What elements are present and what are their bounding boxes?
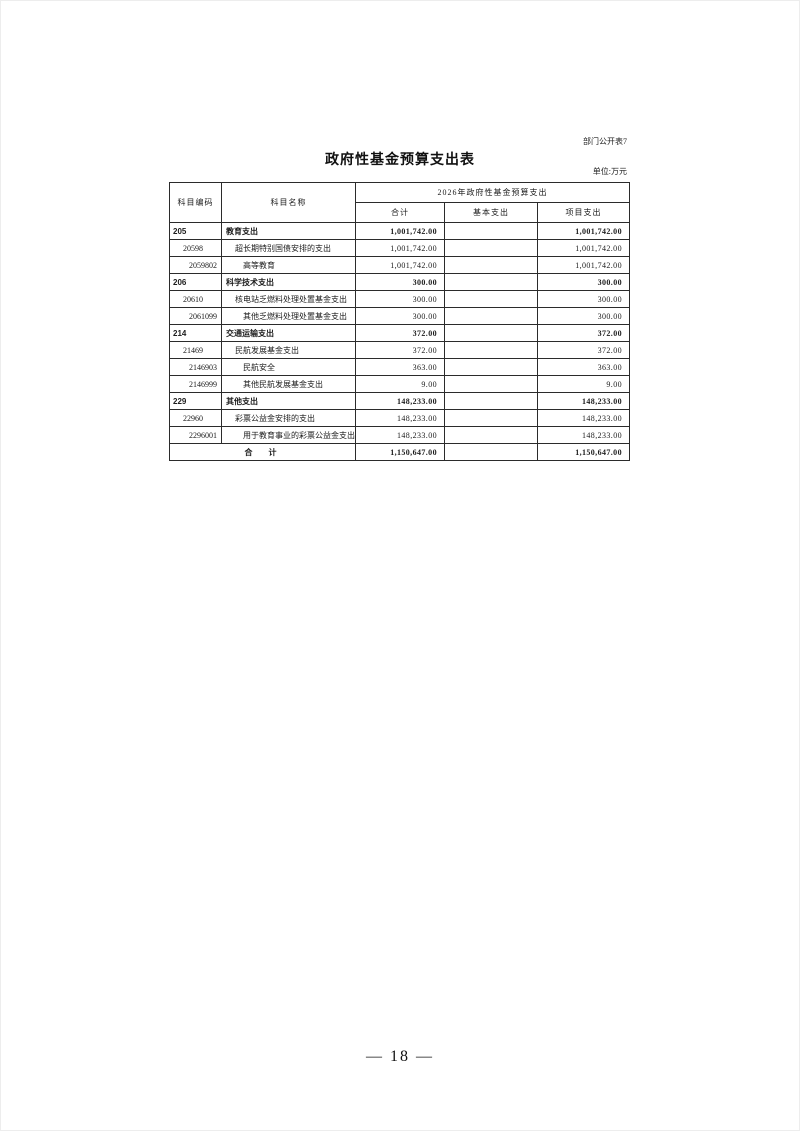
cell-subject-name: 民航安全	[221, 358, 356, 376]
cell-basic-expenditure	[444, 426, 538, 444]
cell-subject-name: 科学技术支出	[221, 273, 356, 291]
cell-subject-code: 2059802	[169, 256, 222, 274]
cell-subject-code: 2146999	[169, 375, 222, 393]
table-row: 2146903 民航安全 363.00 363.00	[169, 358, 630, 376]
cell-total: 1,001,742.00	[355, 256, 445, 274]
header-budget-group: 2026年政府性基金预算支出	[355, 182, 630, 203]
cell-subject-code: 2146903	[169, 358, 222, 376]
cell-subject-name: 民航发展基金支出	[221, 341, 356, 359]
cell-total: 300.00	[355, 290, 445, 308]
cell-subject-name: 教育支出	[221, 222, 356, 240]
cell-total: 9.00	[355, 375, 445, 393]
table-header-row-1: 科目编码 科目名称 2026年政府性基金预算支出	[169, 182, 630, 223]
budget-table: 科目编码 科目名称 2026年政府性基金预算支出 合计 基本支出 项目支出 20…	[169, 182, 630, 461]
cell-subject-code: 22960	[169, 409, 222, 427]
cell-subject-name: 高等教育	[221, 256, 356, 274]
table-row: 2296001 用于教育事业的彩票公益金支出 148,233.00 148,233.0…	[169, 426, 630, 444]
header-subject-name: 科目名称	[221, 182, 356, 223]
cell-project-expenditure: 1,001,742.00	[537, 239, 630, 257]
cell-basic-expenditure	[444, 256, 538, 274]
cell-total: 372.00	[355, 324, 445, 342]
cell-basic-expenditure	[444, 239, 538, 257]
table-row: 21469 民航发展基金支出 372.00 372.00	[169, 341, 630, 359]
header-basic-expenditure: 基本支出	[444, 202, 538, 223]
table-total-row: 合 计 1,150,647.00 1,150,647.00	[169, 443, 630, 461]
header-project-expenditure: 项目支出	[537, 202, 630, 223]
cell-basic-expenditure	[444, 341, 538, 359]
cell-subject-code: 2296001	[169, 426, 222, 444]
table-row: 2059802 高等教育 1,001,742.00 1,001,742.00	[169, 256, 630, 274]
cell-total: 148,233.00	[355, 392, 445, 410]
table-row: 20598 超长期特别国债安排的支出 1,001,742.00 1,001,742.0…	[169, 239, 630, 257]
cell-basic-expenditure	[444, 290, 538, 308]
table-row: 22960 彩票公益金安排的支出 148,233.00 148,233.00	[169, 409, 630, 427]
table-row: 206 科学技术支出 300.00 300.00	[169, 273, 630, 291]
cell-subject-code: 20610	[169, 290, 222, 308]
cell-total: 1,150,647.00	[355, 443, 445, 461]
cell-project-expenditure: 9.00	[537, 375, 630, 393]
cell-project-expenditure: 372.00	[537, 341, 630, 359]
cell-project-expenditure: 300.00	[537, 290, 630, 308]
cell-project-expenditure: 1,001,742.00	[537, 222, 630, 240]
cell-subject-name: 用于教育事业的彩票公益金支出	[221, 426, 356, 444]
table-row: 2146999 其他民航发展基金支出 9.00 9.00	[169, 375, 630, 393]
cell-subject-name: 其他支出	[221, 392, 356, 410]
cell-total: 372.00	[355, 341, 445, 359]
cell-project-expenditure: 363.00	[537, 358, 630, 376]
cell-basic-expenditure	[444, 324, 538, 342]
cell-subject-name: 超长期特别国债安排的支出	[221, 239, 356, 257]
cell-project-expenditure: 1,001,742.00	[537, 256, 630, 274]
cell-subject-code: 205	[169, 222, 222, 240]
unit-label: 单位:万元	[592, 167, 627, 176]
cell-project-expenditure: 148,233.00	[537, 409, 630, 427]
page-number: — 18 —	[366, 1048, 434, 1065]
table-row: 229 其他支出 148,233.00 148,233.00	[169, 392, 630, 410]
cell-total: 300.00	[355, 273, 445, 291]
cell-project-expenditure: 148,233.00	[537, 392, 630, 410]
cell-subject-code: 20598	[169, 239, 222, 257]
doc-sheet-label: 部门公开表7	[583, 137, 627, 146]
header-subject-code: 科目编码	[169, 182, 222, 223]
cell-total: 1,001,742.00	[355, 222, 445, 240]
cell-basic-expenditure	[444, 443, 538, 461]
table-row: 205 教育支出 1,001,742.00 1,001,742.00	[169, 222, 630, 240]
cell-subject-name: 其他乏燃料处理处置基金支出	[221, 307, 356, 325]
table-header-row-2: 合计 基本支出 项目支出	[170, 202, 630, 223]
cell-total: 148,233.00	[355, 426, 445, 444]
cell-project-expenditure: 1,150,647.00	[537, 443, 630, 461]
cell-subject-name: 核电站乏燃料处理处置基金支出	[221, 290, 356, 308]
cell-total: 363.00	[355, 358, 445, 376]
cell-total: 300.00	[355, 307, 445, 325]
table-row: 214 交通运输支出 372.00 372.00	[169, 324, 630, 342]
table-row: 2061099 其他乏燃料处理处置基金支出 300.00 300.00	[169, 307, 630, 325]
cell-subject-code: 206	[169, 273, 222, 291]
cell-subject-name: 彩票公益金安排的支出	[221, 409, 356, 427]
cell-subject-code: 229	[169, 392, 222, 410]
cell-subject-name: 交通运输支出	[221, 324, 356, 342]
cell-project-expenditure: 372.00	[537, 324, 630, 342]
table-header: 科目编码 科目名称 2026年政府性基金预算支出 合计 基本支出 项目支出	[169, 182, 630, 223]
cell-subject-name: 其他民航发展基金支出	[221, 375, 356, 393]
cell-subject-code: 2061099	[169, 307, 222, 325]
cell-project-expenditure: 300.00	[537, 273, 630, 291]
cell-total: 1,001,742.00	[355, 239, 445, 257]
cell-basic-expenditure	[444, 409, 538, 427]
cell-total: 148,233.00	[355, 409, 445, 427]
cell-project-expenditure: 148,233.00	[537, 426, 630, 444]
cell-basic-expenditure	[444, 222, 538, 240]
cell-subject-code: 214	[169, 324, 222, 342]
table-body: 205 教育支出 1,001,742.00 1,001,742.00 20598 超长期特…	[169, 222, 630, 461]
cell-subject-code: 21469	[169, 341, 222, 359]
header-total: 合计	[355, 202, 445, 223]
total-row-label: 合 计	[169, 443, 356, 461]
cell-basic-expenditure	[444, 307, 538, 325]
cell-basic-expenditure	[444, 392, 538, 410]
cell-basic-expenditure	[444, 358, 538, 376]
table-row: 20610 核电站乏燃料处理处置基金支出 300.00 300.00	[169, 290, 630, 308]
cell-basic-expenditure	[444, 273, 538, 291]
page-title: 政府性基金预算支出表	[325, 151, 475, 167]
cell-project-expenditure: 300.00	[537, 307, 630, 325]
cell-basic-expenditure	[444, 375, 538, 393]
